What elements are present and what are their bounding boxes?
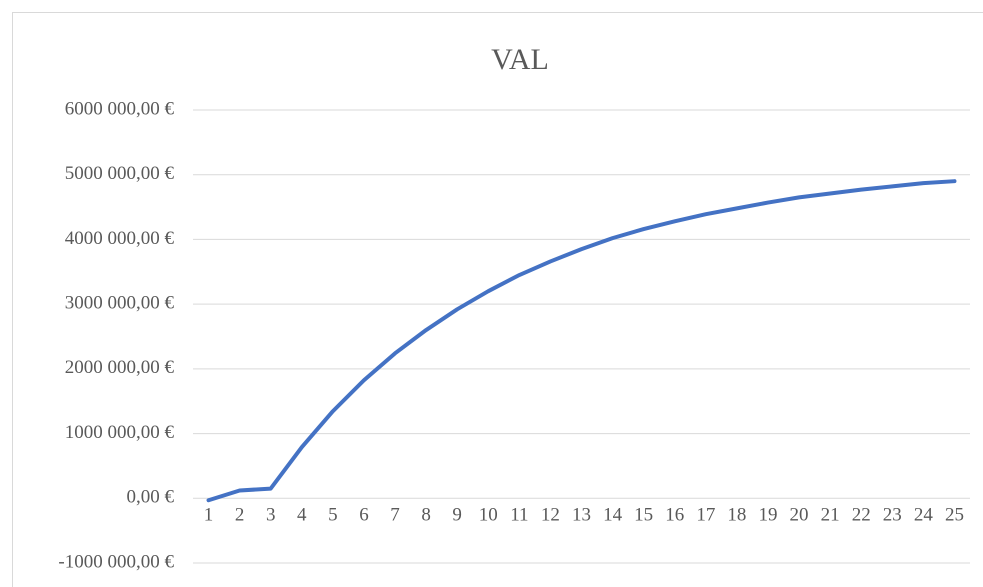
x-tick-label: 25 [945, 505, 964, 526]
x-tick-label: 10 [479, 505, 498, 526]
x-tick-label: 3 [266, 505, 276, 526]
x-tick-label: 24 [914, 505, 934, 526]
x-tick-label: 12 [541, 505, 560, 526]
x-tick-label: 15 [634, 505, 653, 526]
x-tick-label: 2 [235, 505, 245, 526]
x-tick-label: 7 [390, 505, 400, 526]
x-tick-label: 8 [421, 505, 431, 526]
x-tick-label: 13 [572, 505, 591, 526]
x-tick-label: 18 [727, 505, 746, 526]
x-tick-label: 23 [883, 505, 902, 526]
x-tick-label: 11 [510, 505, 528, 526]
y-tick-label: 0,00 € [127, 487, 175, 508]
y-tick-label: 6000 000,00 € [65, 98, 175, 119]
y-tick-label: 4000 000,00 € [65, 228, 175, 249]
y-tick-label: 3000 000,00 € [65, 293, 175, 314]
x-tick-label: 22 [852, 505, 871, 526]
x-tick-label: 17 [696, 505, 715, 526]
y-tick-label: 1000 000,00 € [65, 422, 175, 443]
x-tick-label: 4 [297, 505, 307, 526]
line-series [206, 179, 957, 503]
x-tick-label: 20 [790, 505, 809, 526]
y-tick-label: 5000 000,00 € [65, 163, 175, 184]
x-tick-label: 19 [758, 505, 777, 526]
y-tick-label: 2000 000,00 € [65, 357, 175, 378]
chart-title: VAL [491, 43, 549, 76]
x-tick-label: 6 [359, 505, 369, 526]
x-tick-label: 9 [452, 505, 462, 526]
y-tick-label: -1000 000,00 € [58, 551, 174, 572]
x-tick-label: 16 [665, 505, 684, 526]
chart-border [12, 12, 983, 587]
x-tick-label: 1 [204, 505, 214, 526]
x-tick-label: 21 [821, 505, 840, 526]
x-tick-label: 14 [603, 505, 623, 526]
x-tick-label: 5 [328, 505, 338, 526]
